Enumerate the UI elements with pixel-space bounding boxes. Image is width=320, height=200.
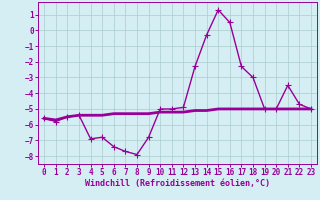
- X-axis label: Windchill (Refroidissement éolien,°C): Windchill (Refroidissement éolien,°C): [85, 179, 270, 188]
